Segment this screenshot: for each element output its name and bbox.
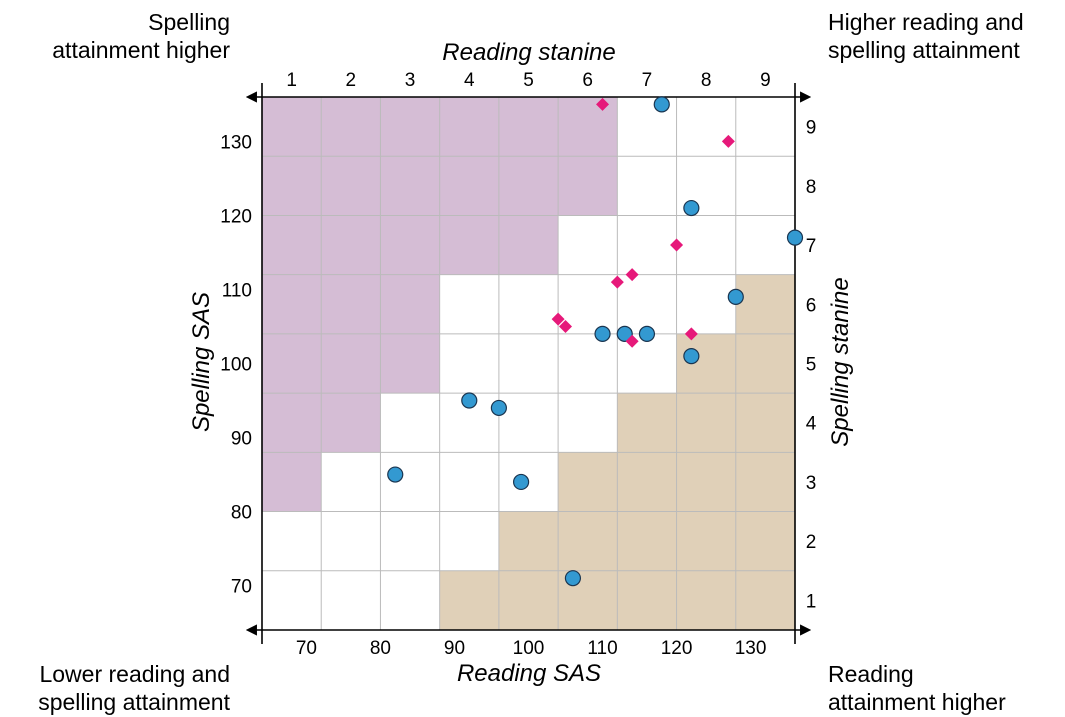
top-right-line-1: Higher reading and xyxy=(828,9,1024,35)
purple-region-col-3 xyxy=(380,97,440,394)
diamond-point xyxy=(721,134,735,148)
left-tick-label: 100 xyxy=(220,355,252,376)
right-tick-label: 5 xyxy=(806,355,817,376)
top-right-corner-label: Higher reading and spelling attainment xyxy=(828,8,1063,64)
circle-point xyxy=(490,399,507,417)
left-axis-title: Spelling SAS xyxy=(188,292,215,432)
top-tick-label: 1 xyxy=(286,70,297,91)
bottom-left-line-1: Lower reading and xyxy=(39,661,230,687)
circle-point xyxy=(683,199,700,217)
bottom-left-corner-label: Lower reading and spelling attainment xyxy=(8,660,230,716)
purple-region-col-4 xyxy=(439,97,499,275)
diamond-point xyxy=(684,327,698,341)
circle-point xyxy=(564,570,582,587)
bottom-tick-label: 100 xyxy=(513,638,545,659)
left-tick-label: 90 xyxy=(231,429,252,450)
top-right-line-2: spelling attainment xyxy=(828,37,1020,63)
tan-region-col-4 xyxy=(439,570,499,630)
top-tick-label: 7 xyxy=(642,70,653,91)
right-axis-title: Spelling stanine xyxy=(827,277,854,446)
top-tick-label: 5 xyxy=(523,70,534,91)
diamond-point xyxy=(551,312,565,326)
right-tick-label: 1 xyxy=(806,591,817,612)
purple-region-col-5 xyxy=(498,97,559,275)
bottom-tick-label: 80 xyxy=(370,638,391,659)
bottom-right-line-2: attainment higher xyxy=(828,689,1006,715)
left-tick-label: 110 xyxy=(222,280,252,301)
bottom-right-corner-label: Reading attainment higher xyxy=(828,660,1058,716)
circle-point xyxy=(594,325,611,342)
circle-point xyxy=(512,473,530,491)
top-tick-label: 8 xyxy=(701,70,712,91)
bottom-tick-label: 130 xyxy=(735,638,767,659)
bottom-tick-label: 110 xyxy=(587,638,617,659)
left-tick-label: 70 xyxy=(231,577,252,598)
top-left-line-1: Spelling xyxy=(148,9,230,35)
top-tick-label: 6 xyxy=(582,70,593,91)
diamond-point xyxy=(610,275,624,289)
tan-region-col-8 xyxy=(676,333,736,630)
grid xyxy=(262,97,795,630)
circle-point xyxy=(786,229,804,246)
top-left-corner-label: Spelling attainment higher xyxy=(20,8,230,64)
shaded-regions xyxy=(262,97,795,630)
circle-point xyxy=(653,96,670,113)
bottom-right-line-1: Reading xyxy=(828,661,914,687)
left-tick-label: 130 xyxy=(220,132,252,153)
diamond-point xyxy=(596,97,610,111)
circle-point xyxy=(727,288,744,305)
diamond-point xyxy=(625,334,639,348)
right-tick-label: 8 xyxy=(806,177,817,198)
circle-point xyxy=(616,325,633,342)
top-tick-label: 3 xyxy=(405,70,416,91)
circle-point xyxy=(683,347,700,365)
circle-point xyxy=(461,392,478,409)
chart-frame xyxy=(245,83,812,644)
top-axis-title: Reading stanine xyxy=(442,39,615,66)
top-left-line-2: attainment higher xyxy=(52,37,230,63)
right-tick-label: 6 xyxy=(806,295,817,316)
left-tick-label: 120 xyxy=(220,206,252,227)
top-tick-label: 9 xyxy=(760,70,771,91)
top-tick-label: 2 xyxy=(346,70,357,91)
data-points xyxy=(387,96,804,587)
bottom-tick-label: 70 xyxy=(296,638,317,659)
top-tick-label: 4 xyxy=(464,70,475,91)
bottom-tick-label: 120 xyxy=(661,638,693,659)
diamond-point xyxy=(559,319,573,333)
circle-point xyxy=(387,466,404,483)
right-tick-label: 2 xyxy=(806,532,817,553)
tick-labels: 70 80 90 100 110 120 130 70 80 90 100 110 120 130 1 2 3 4… xyxy=(220,70,816,659)
left-tick-label: 80 xyxy=(231,503,252,524)
purple-region-col-1 xyxy=(262,97,322,512)
right-tick-label: 4 xyxy=(806,414,817,435)
diamond-point xyxy=(670,238,684,252)
right-tick-label: 3 xyxy=(806,473,817,494)
bottom-left-line-2: spelling attainment xyxy=(38,689,230,715)
right-tick-label: 7 xyxy=(806,236,817,257)
right-tick-label: 9 xyxy=(806,118,817,139)
diamond-point xyxy=(625,268,639,282)
tan-region-col-6 xyxy=(558,452,618,630)
bottom-axis-title: Reading SAS xyxy=(457,660,601,687)
bottom-tick-label: 90 xyxy=(444,638,465,659)
circle-point xyxy=(638,325,656,342)
